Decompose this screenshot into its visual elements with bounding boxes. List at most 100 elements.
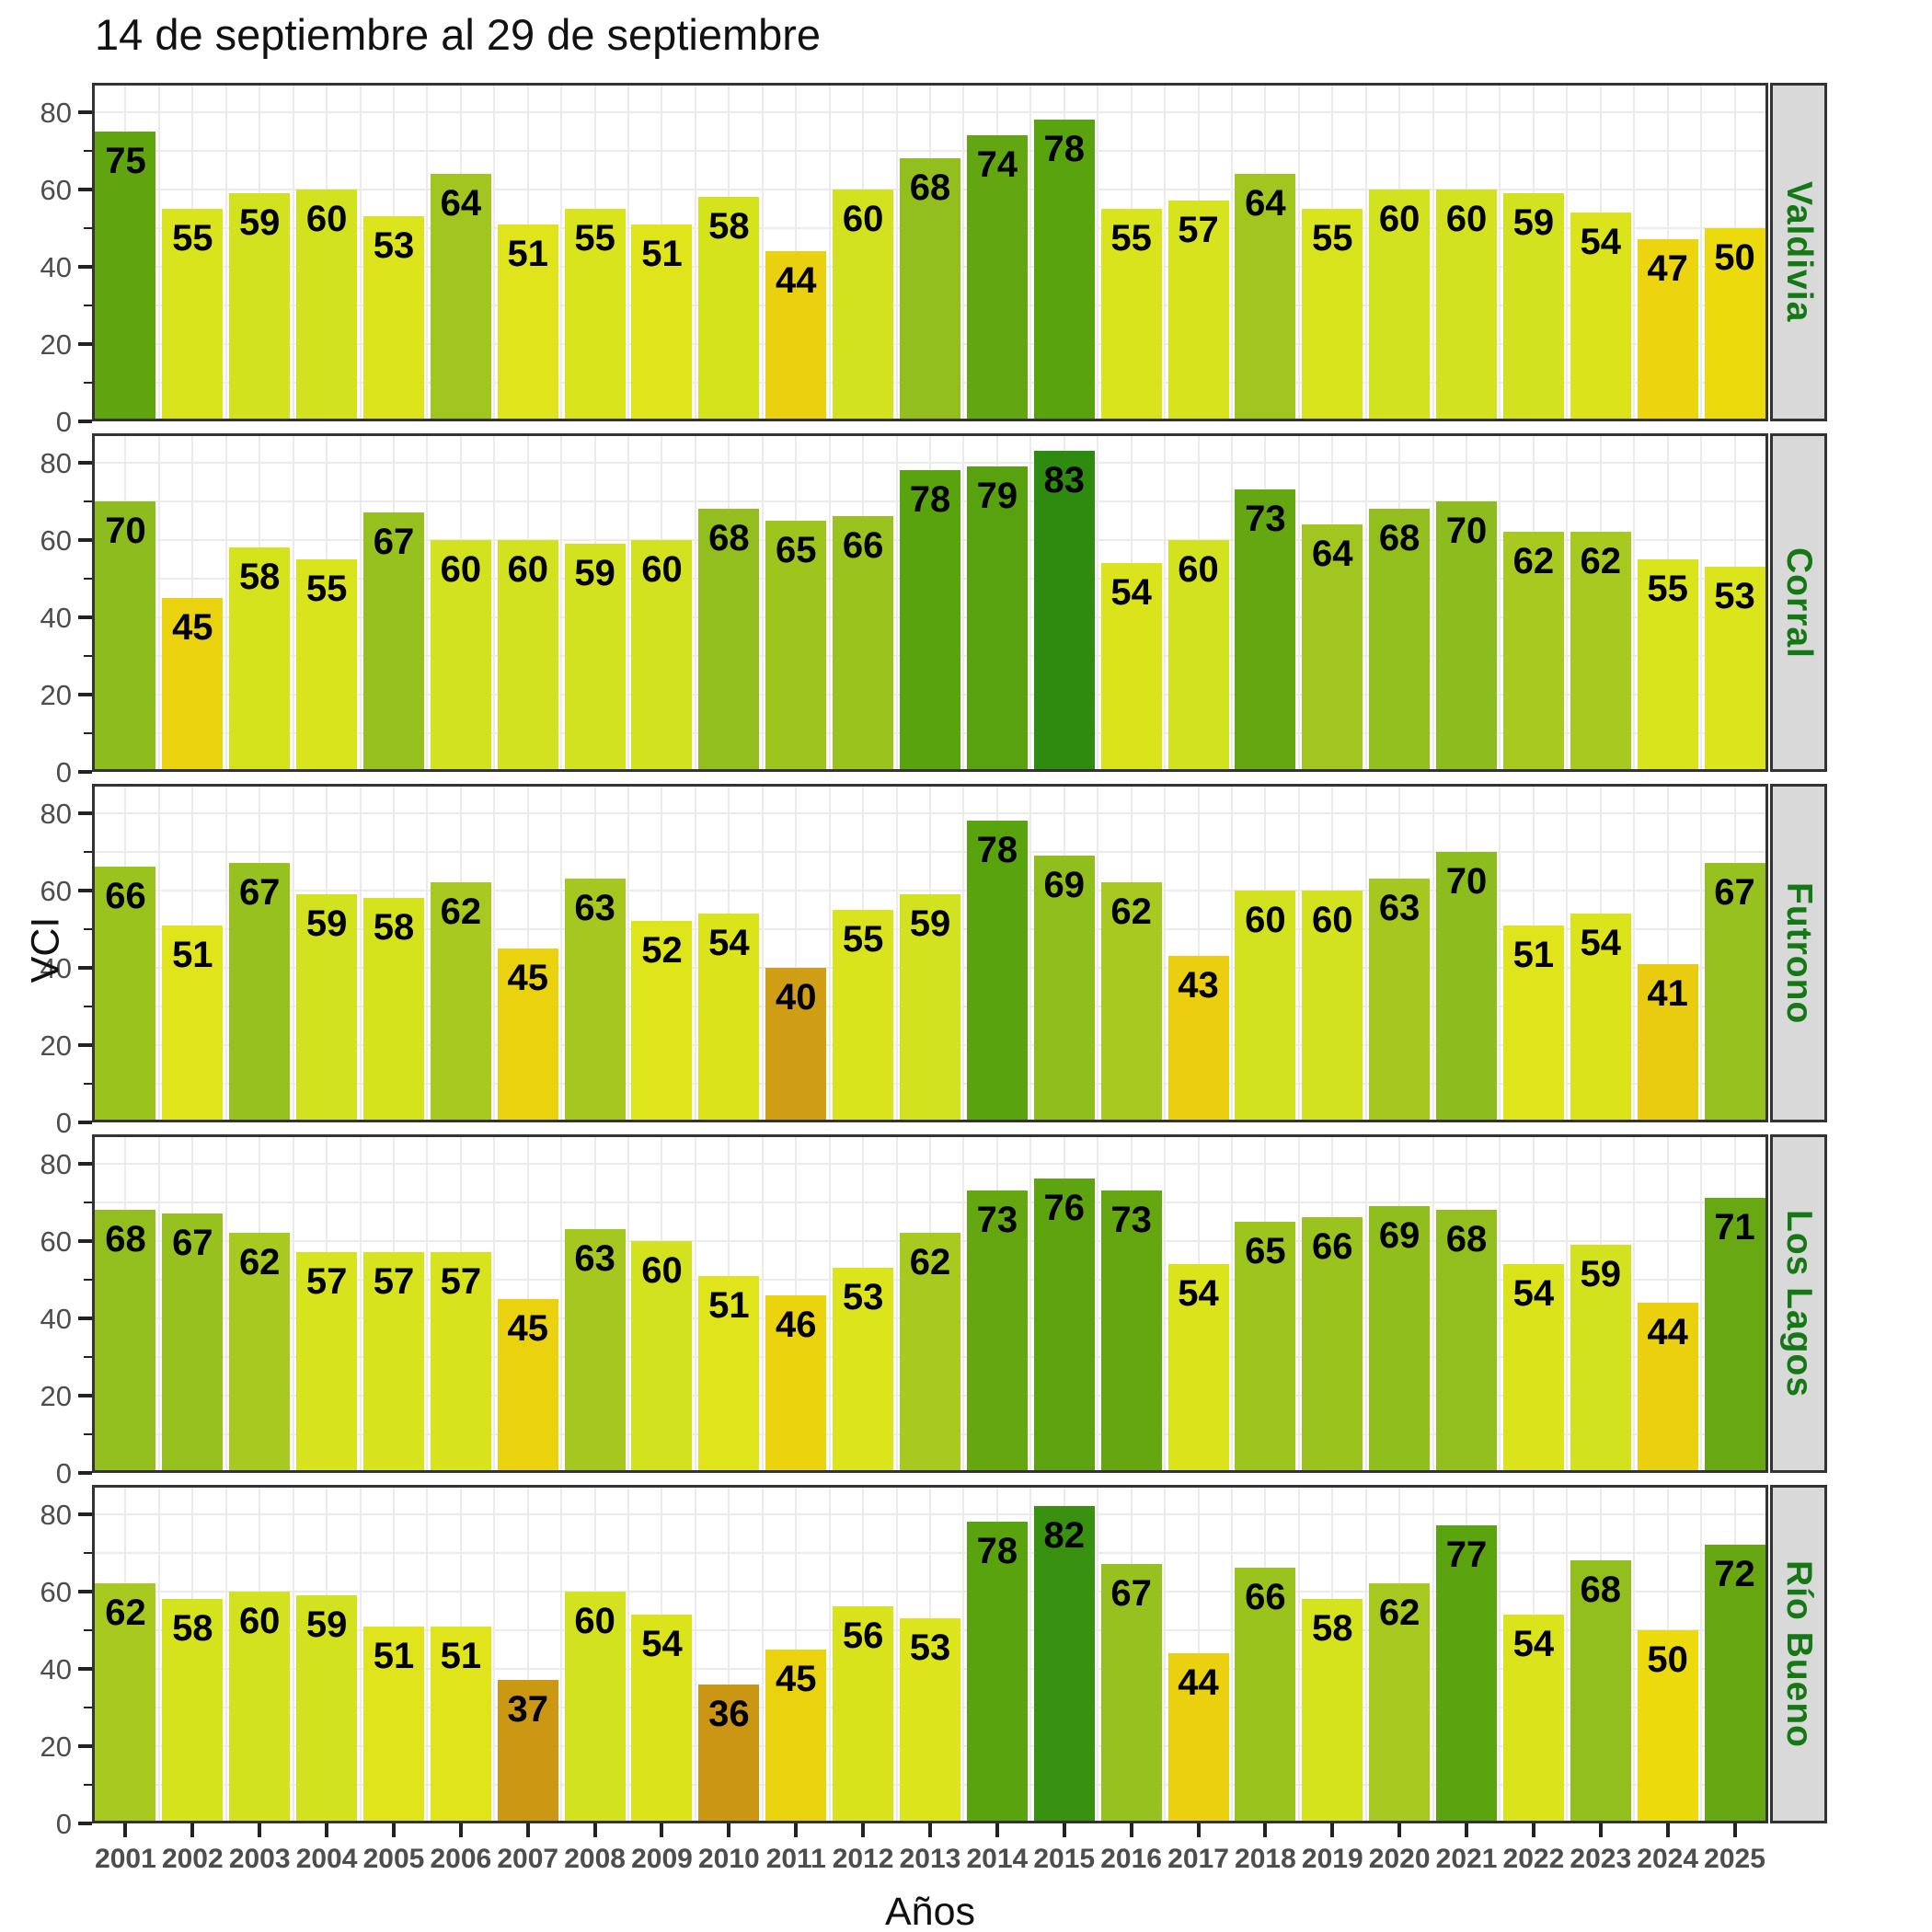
bar-corral-2019 [1302,523,1363,772]
bar-value-label: 62 [440,891,482,933]
bar-valdivia-2005 [362,216,424,421]
v-gridline [560,83,563,421]
y-tick-major [78,1161,92,1166]
bar-value-label: 74 [976,144,1018,185]
bar-value-label: 57 [1178,210,1219,251]
v-gridline [1029,433,1032,772]
bar-value-label: 67 [238,872,281,914]
bar-r-o-bueno-2005 [362,1626,424,1823]
bar-value-label: 66 [105,876,146,917]
bar-futrono-2024 [1637,963,1698,1122]
v-gridline [426,433,429,772]
v-gridline [426,784,429,1122]
v-gridline [359,784,362,1122]
bar-value-label: 50 [1714,236,1755,278]
bar-value-label: 51 [708,1284,750,1326]
y-tick-major [78,341,92,346]
v-gridline [1566,1485,1569,1823]
bar-valdivia-2002 [162,208,224,421]
x-tick [1531,1823,1535,1837]
facet-strip-label: Futrono [1779,881,1819,1025]
v-gridline [1700,433,1703,772]
bar-futrono-2001 [95,867,156,1122]
bar-value-label: 37 [507,1689,548,1731]
x-tick [1732,1823,1737,1837]
v-gridline [1432,784,1434,1122]
x-tick [1330,1823,1335,1837]
bar-r-o-bueno-2013 [900,1618,960,1823]
bar-value-label: 50 [1647,1639,1688,1680]
x-tick [190,1823,195,1837]
bar-r-o-bueno-2016 [1100,1564,1162,1823]
bar-value-label: 60 [1312,899,1353,940]
facet-panel-futrono: 66 51 67 59 58 62 45 63 52 54 40 55 59 78 69 62 43 60 60 63… [92,784,1768,1122]
bar-value-label: 53 [1714,576,1755,617]
v-gridline [1499,83,1501,421]
bar-value-label: 59 [1512,201,1555,243]
v-gridline [1633,1134,1636,1473]
bar-value-label: 58 [373,907,415,949]
v-gridline [157,83,160,421]
y-tick-minor [84,927,92,930]
y-tick-label: 40 [40,250,72,283]
bar-value-label: 59 [305,903,348,944]
bar-valdivia-2024 [1637,239,1698,421]
bar-valdivia-2014 [966,134,1028,421]
x-tick [660,1823,664,1837]
bar-value-label: 65 [1245,1230,1286,1271]
bar-corral-2006 [430,539,491,772]
v-gridline [1364,1134,1367,1473]
v-gridline [1297,83,1300,421]
v-gridline [1700,83,1703,421]
bar-value-label: 68 [909,167,951,208]
v-gridline [1164,784,1167,1122]
v-gridline [1700,1485,1703,1823]
bar-value-label: 51 [172,934,213,975]
y-tick-minor [84,1783,92,1786]
bar-value-label: 45 [507,957,548,998]
x-tick-label: 2011 [765,1844,826,1874]
bar-value-label: 79 [976,475,1018,516]
bar-value-label: 54 [708,922,750,963]
v-gridline [795,784,798,1122]
v-gridline [1633,83,1636,421]
v-gridline [627,784,630,1122]
facet-panel-corral: 70 45 58 55 67 60 60 59 60 68 65 66 78 79 83 54 60 73 64 68… [92,433,1768,772]
y-tick-label: 60 [40,1575,72,1608]
x-tick-label: 2017 [1167,1844,1229,1874]
bar-value-label: 76 [1043,1188,1086,1229]
v-gridline [627,433,630,772]
v-gridline [1566,433,1569,772]
bar-value-label: 72 [1714,1554,1755,1595]
v-gridline [761,83,764,421]
bar-r-o-bueno-2011 [765,1649,827,1823]
y-tick-minor [84,1551,92,1554]
v-gridline [1633,784,1636,1122]
y-tick-label: 20 [40,678,72,711]
y-tick-minor [84,654,92,657]
x-tick [525,1823,530,1837]
bar-value-label: 53 [909,1627,951,1669]
y-tick-major [78,187,92,191]
x-tick [794,1823,799,1837]
bar-value-label: 40 [775,976,817,1018]
x-tick [1465,1823,1469,1837]
bar-value-label: 60 [641,548,683,590]
x-tick-label: 2002 [161,1844,224,1874]
v-gridline [895,784,898,1122]
bar-value-label: 58 [238,557,281,598]
chart-title: 14 de septiembre al 29 de septiembre [95,10,822,59]
bar-corral-2012 [833,516,894,772]
bar-value-label: 51 [1512,934,1555,975]
y-tick-label: 60 [40,874,72,907]
bar-r-o-bueno-2009 [631,1614,693,1823]
y-tick-label: 40 [40,1302,72,1335]
bar-value-label: 60 [1378,198,1420,239]
bar-value-label: 44 [775,259,817,301]
bar-futrono-2014 [966,820,1028,1122]
x-tick [325,1823,329,1837]
bar-value-label: 62 [1110,891,1152,933]
v-gridline [1432,433,1434,772]
x-tick [1129,1823,1133,1837]
y-tick-major [78,1238,92,1243]
